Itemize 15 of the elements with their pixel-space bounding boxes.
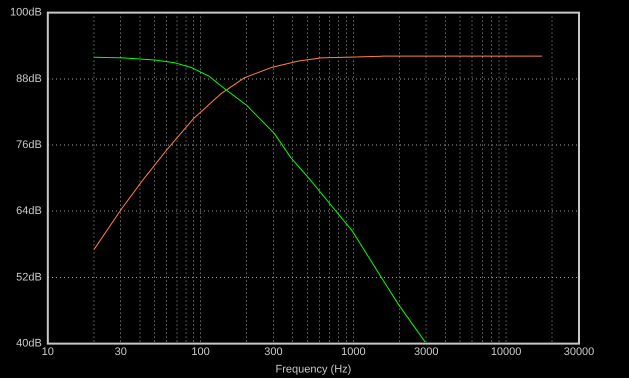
x-tick-label: 10000 xyxy=(490,346,522,358)
x-axis-title: Frequency (Hz) xyxy=(276,363,352,376)
x-tick-label: 3000 xyxy=(414,346,438,358)
y-tick-label: 64dB xyxy=(16,205,42,218)
x-tick-label: 1000 xyxy=(341,346,366,358)
y-tick-label: 88dB xyxy=(16,72,42,85)
x-tick-label: 300 xyxy=(264,346,283,358)
x-tick-label: 30000 xyxy=(564,346,594,358)
y-tick-label: 52dB xyxy=(16,271,42,284)
y-tick-label: 100dB xyxy=(10,6,42,19)
x-tick-label: 100 xyxy=(191,346,210,358)
y-tick-label: 76dB xyxy=(16,139,42,152)
x-tick-label: 10 xyxy=(42,346,54,358)
y-tick-label: 40dB xyxy=(16,338,42,350)
x-tick-label: 30 xyxy=(114,346,127,358)
